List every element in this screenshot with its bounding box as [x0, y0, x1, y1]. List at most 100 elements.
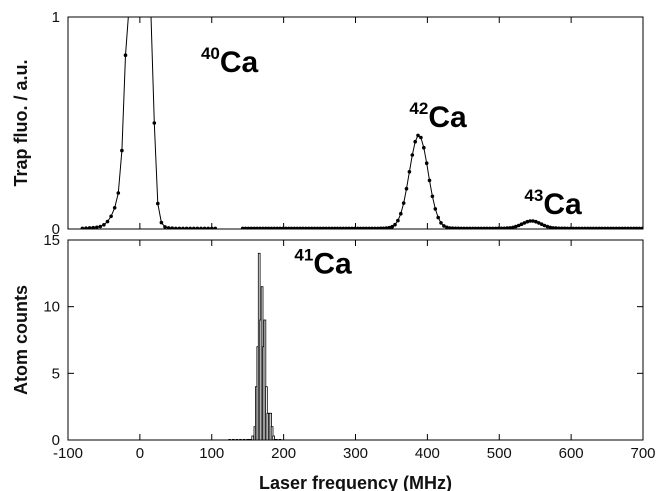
data-point [298, 226, 302, 229]
y-tick-label-bottom: 10 [43, 299, 60, 316]
data-point [439, 221, 443, 225]
data-point [465, 226, 469, 229]
data-point [594, 226, 599, 229]
data-point [315, 226, 320, 229]
data-point [453, 226, 458, 229]
data-point [522, 221, 527, 225]
data-point [105, 219, 110, 224]
data-point [272, 226, 277, 229]
data-point [560, 226, 564, 229]
data-point [571, 226, 576, 229]
data-point [213, 226, 218, 229]
data-point [188, 226, 192, 229]
data-point [258, 226, 262, 229]
data-point [473, 226, 478, 229]
data-point [416, 133, 420, 138]
y-tick-label-top: 0 [52, 221, 60, 238]
data-point [266, 226, 271, 229]
data-point [608, 226, 613, 229]
y-tick-label-bottom: 0 [52, 432, 60, 449]
data-point [166, 226, 171, 229]
bar [235, 438, 239, 440]
x-tick-label: 600 [559, 445, 584, 462]
data-point [637, 226, 642, 229]
bar [251, 435, 255, 440]
data-point [344, 226, 348, 229]
data-point [370, 226, 374, 229]
data-point [401, 201, 406, 205]
data-point [404, 186, 409, 191]
data-point [307, 226, 311, 229]
data-point [318, 226, 323, 229]
data-point [580, 226, 584, 229]
data-point [309, 226, 314, 229]
data-point [583, 226, 587, 229]
data-point [324, 226, 328, 229]
data-point [184, 226, 189, 229]
data-point [479, 226, 484, 229]
data-point [199, 226, 203, 229]
data-point [358, 226, 363, 229]
data-point [545, 224, 550, 229]
x-tick-label: 400 [415, 445, 440, 462]
y-axis-title-top: Trap fluo. / a.u. [11, 59, 31, 186]
data-point [493, 226, 498, 229]
data-point [284, 226, 288, 229]
isotope-label-42: 42Ca [409, 99, 467, 134]
data-point [202, 226, 207, 229]
data-point [620, 226, 624, 229]
data-point [192, 226, 196, 229]
data-point [505, 226, 509, 229]
data-point [116, 191, 121, 195]
x-tick-label: 700 [630, 445, 655, 462]
data-point [424, 161, 429, 165]
x-tick-label: 100 [199, 445, 224, 462]
data-point [606, 226, 610, 229]
data-point [390, 224, 395, 229]
bottom-plot-frame [67, 239, 644, 441]
data-point [603, 226, 607, 229]
data-point [261, 226, 265, 229]
data-point [393, 222, 397, 227]
data-point [327, 226, 331, 229]
data-point [511, 225, 515, 229]
data-point [617, 226, 622, 229]
data-point [98, 224, 103, 229]
data-point [181, 226, 185, 229]
data-point [413, 139, 418, 144]
data-point [557, 226, 561, 229]
data-point [240, 226, 245, 229]
data-point [373, 226, 377, 229]
data-point [338, 226, 343, 229]
data-point [626, 226, 630, 229]
data-point [278, 226, 282, 229]
data-point [335, 226, 340, 229]
data-point [376, 226, 380, 229]
data-point [537, 221, 541, 225]
bar [270, 426, 274, 440]
data-point [422, 145, 426, 150]
data-point [149, 5, 153, 9]
x-tick-label: 300 [343, 445, 368, 462]
data-point [246, 226, 251, 229]
data-point [269, 226, 274, 229]
data-point [123, 53, 128, 57]
bar [272, 435, 275, 440]
data-point [312, 226, 317, 229]
data-point [445, 225, 449, 229]
data-point [91, 225, 95, 229]
isotope-label-40: 40Ca [201, 44, 259, 79]
top-series-line-2 [242, 134, 643, 229]
x-tick-label: 0 [136, 445, 144, 462]
data-point [450, 226, 455, 229]
data-point [634, 226, 639, 229]
data-point [112, 206, 117, 210]
data-point [170, 226, 174, 229]
data-point [442, 224, 446, 228]
data-point [623, 226, 627, 229]
data-point [255, 226, 259, 229]
data-point [95, 225, 99, 229]
x-tick-label: 500 [487, 445, 512, 462]
data-point [286, 226, 291, 229]
